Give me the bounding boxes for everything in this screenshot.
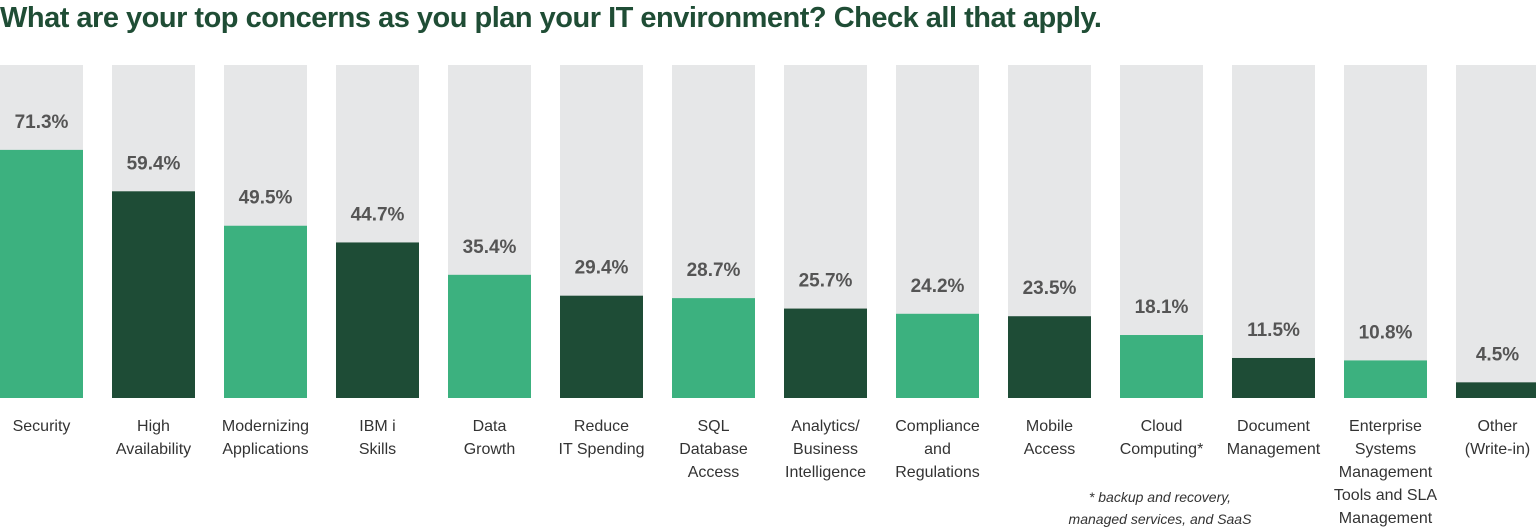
bar-track — [1344, 65, 1427, 398]
category-label: Access — [688, 464, 740, 481]
value-label: 71.3% — [15, 112, 69, 133]
category-label: Compliance — [895, 418, 980, 435]
value-label: 29.4% — [575, 258, 629, 279]
category-label: Modernizing — [222, 418, 309, 435]
bar — [672, 298, 755, 398]
bar — [448, 274, 531, 398]
category-label: Management — [1339, 510, 1433, 527]
category-label: Analytics/ — [791, 418, 860, 435]
bar — [1344, 360, 1427, 398]
category-label: Availability — [116, 441, 191, 458]
value-label: 44.7% — [351, 204, 405, 225]
category-label: Document — [1237, 418, 1310, 435]
value-label: 23.5% — [1023, 278, 1077, 299]
category-label: Management — [1339, 464, 1433, 481]
value-label: 18.1% — [1135, 297, 1189, 318]
bar-track — [1232, 65, 1315, 398]
bar — [224, 225, 307, 398]
category-label: Skills — [359, 441, 396, 458]
bar — [784, 308, 867, 398]
category-label: Business — [793, 441, 858, 458]
footnote: * backup and recovery, managed services,… — [1045, 486, 1275, 530]
category-label: Management — [1227, 441, 1321, 458]
value-label: 49.5% — [239, 188, 293, 209]
value-label: 10.8% — [1359, 322, 1413, 343]
category-label: Regulations — [895, 464, 980, 481]
category-label: Other — [1477, 418, 1518, 435]
category-label: (Write-in) — [1465, 441, 1530, 458]
bar — [560, 295, 643, 398]
category-label: Applications — [222, 441, 308, 458]
bar — [1008, 316, 1091, 398]
chart-title: What are your top concerns as you plan y… — [0, 2, 1102, 34]
category-label: Computing* — [1120, 441, 1204, 458]
bar — [1120, 335, 1203, 398]
bar-track — [1456, 65, 1536, 398]
bar — [896, 313, 979, 398]
category-label: Cloud — [1141, 418, 1183, 435]
category-label: Data — [473, 418, 507, 435]
category-label: Mobile — [1026, 418, 1073, 435]
category-label: Security — [13, 418, 71, 435]
category-label: Tools and SLA — [1334, 487, 1438, 504]
category-label: Enterprise — [1349, 418, 1422, 435]
bar — [1456, 382, 1536, 398]
value-label: 35.4% — [463, 237, 517, 258]
value-label: 59.4% — [127, 153, 181, 174]
bar — [336, 242, 419, 398]
value-label: 24.2% — [911, 276, 965, 297]
category-label: Reduce — [574, 418, 629, 435]
category-label: Access — [1024, 441, 1076, 458]
bar — [1232, 357, 1315, 398]
category-label: SQL — [697, 418, 729, 435]
footnote-line: managed services, and SaaS — [1068, 511, 1252, 527]
bar — [112, 191, 195, 398]
value-label: 28.7% — [687, 260, 741, 281]
category-label: Database — [679, 441, 748, 458]
category-label: Systems — [1355, 441, 1416, 458]
footnote-line: * backup and recovery, — [1088, 489, 1232, 505]
category-label: Intelligence — [785, 464, 866, 481]
category-label: IBM i — [359, 418, 395, 435]
category-label: Growth — [464, 441, 516, 458]
category-label: IT Spending — [559, 441, 645, 458]
category-label: High — [137, 418, 170, 435]
value-label: 11.5% — [1247, 320, 1300, 341]
bar — [0, 149, 83, 398]
category-label: and — [924, 441, 951, 458]
value-label: 25.7% — [799, 271, 853, 292]
value-label: 4.5% — [1476, 344, 1519, 365]
